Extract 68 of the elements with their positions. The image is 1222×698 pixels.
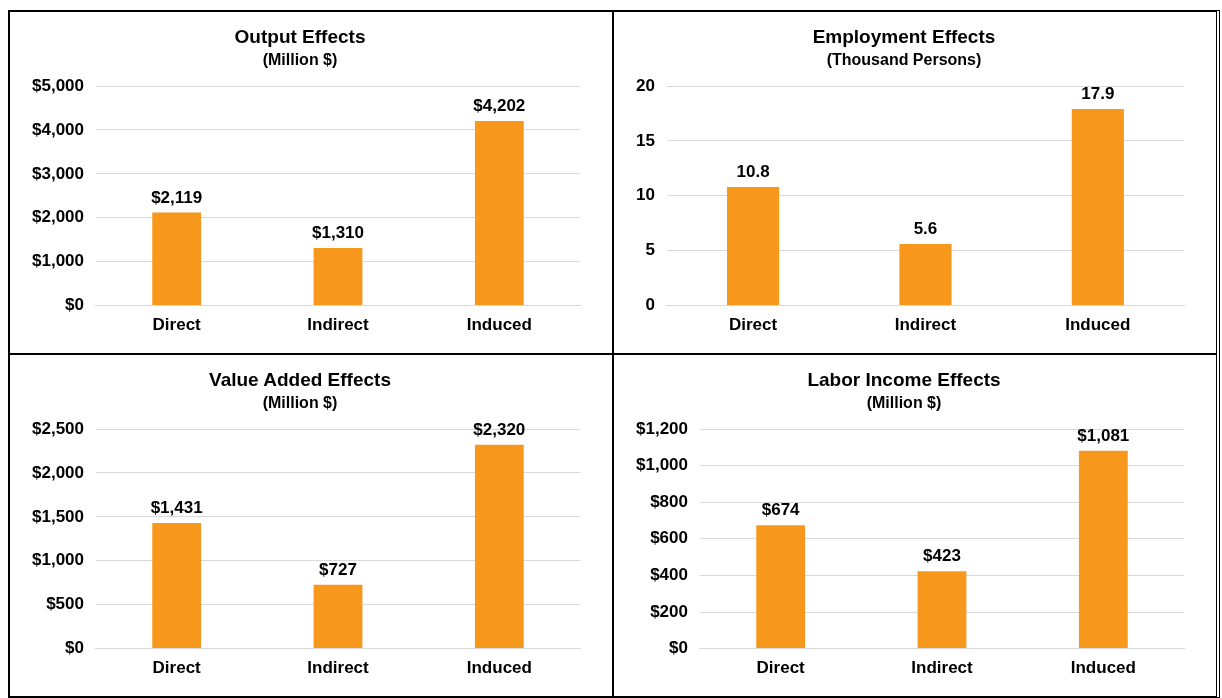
y-tick-label: $0	[65, 295, 84, 315]
bar	[313, 248, 363, 306]
x-tick-label: Direct	[756, 658, 806, 678]
y-tick-label: $4,000	[32, 119, 84, 139]
data-label: $2,320	[473, 420, 526, 439]
x-tick-label: Indirect	[307, 658, 370, 678]
x-tick-label: Direct	[729, 315, 778, 335]
bar	[152, 522, 202, 649]
bar	[1071, 109, 1124, 306]
chart-subtitle: (Thousand Persons)	[826, 50, 982, 68]
y-tick-label: $1,000	[636, 455, 688, 475]
x-tick-label: Direct	[152, 658, 202, 678]
y-tick-label: 5	[645, 240, 655, 260]
y-tick-label: $2,000	[32, 207, 84, 227]
chart-subtitle: (Million $)	[262, 393, 338, 411]
y-tick-label: $2,500	[32, 418, 84, 438]
bar	[917, 571, 967, 649]
y-tick-label: $2,000	[32, 462, 84, 482]
y-tick-label: $1,200	[636, 418, 688, 438]
chart-title: Labor Income Effects	[807, 368, 1001, 390]
x-tick-label: Indirect	[894, 315, 957, 335]
y-tick-label: $200	[650, 601, 688, 621]
x-tick-label: Direct	[152, 315, 202, 335]
y-tick-label: $400	[650, 565, 688, 585]
data-label: $1,081	[1077, 425, 1130, 445]
chart-subtitle: (Million $)	[262, 50, 338, 68]
y-tick-label: 10	[635, 185, 655, 205]
bar	[1078, 450, 1128, 649]
x-tick-label: Induced	[1065, 315, 1131, 335]
y-tick-label: $1,500	[32, 506, 84, 526]
data-label: 10.8	[736, 162, 770, 182]
y-tick-label: $0	[669, 638, 688, 658]
data-label: 17.9	[1081, 84, 1115, 104]
y-tick-label: 20	[635, 75, 655, 95]
x-tick-label: Indirect	[307, 315, 370, 335]
data-label: $4,202	[473, 96, 526, 116]
y-tick-label: $600	[650, 528, 688, 548]
y-tick-label: $0	[65, 638, 84, 658]
chart-title: Employment Effects	[812, 25, 996, 47]
bar	[313, 584, 363, 649]
bar	[756, 525, 806, 649]
y-tick-label: 0	[645, 295, 655, 315]
bar	[474, 444, 524, 649]
x-tick-label: Induced	[466, 315, 532, 335]
bar	[152, 212, 202, 306]
data-label: 5.6	[913, 219, 938, 239]
data-label: $2,119	[151, 187, 203, 207]
data-label: $423	[923, 546, 961, 566]
y-tick-label: $3,000	[32, 163, 84, 183]
y-tick-label: $1,000	[32, 251, 84, 271]
y-tick-label: $500	[46, 594, 84, 614]
chart-title: Output Effects	[234, 25, 366, 47]
x-tick-label: Indirect	[911, 658, 974, 678]
y-tick-label: $1,000	[32, 550, 84, 570]
bar	[899, 244, 952, 306]
bar	[474, 121, 524, 306]
data-label: $727	[319, 559, 357, 579]
chart-title: Value Added Effects	[209, 368, 391, 390]
data-label: $1,310	[312, 223, 364, 243]
x-tick-label: Induced	[1070, 658, 1136, 678]
chart-subtitle: (Million $)	[866, 393, 942, 411]
data-label: $1,431	[150, 498, 203, 518]
bar	[727, 187, 780, 306]
y-tick-label: 15	[635, 130, 655, 150]
data-label: $674	[761, 500, 801, 520]
x-tick-label: Induced	[466, 658, 532, 678]
y-tick-label: $800	[650, 491, 688, 511]
y-tick-label: $5,000	[32, 75, 84, 95]
